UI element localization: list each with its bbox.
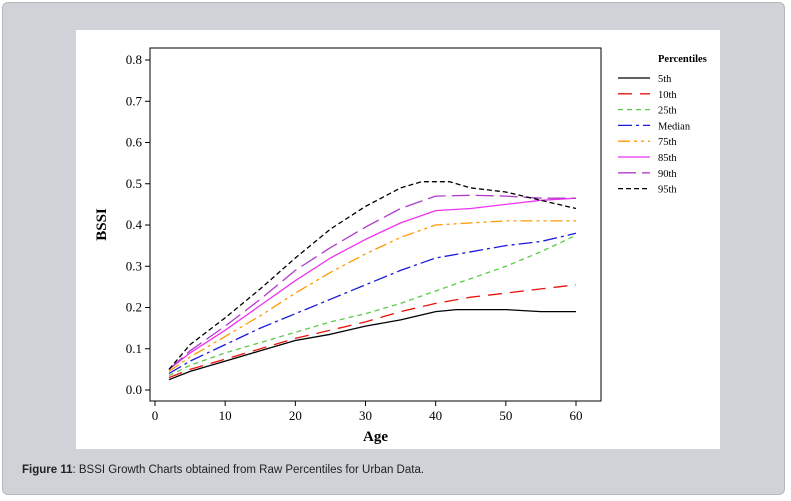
legend-label-75th: 75th: [658, 137, 677, 148]
y-axis-label: BSSI: [94, 208, 110, 241]
legend-title: Percentiles: [658, 54, 707, 65]
x-tick-label: 40: [429, 408, 442, 423]
y-tick-label: 0.6: [126, 135, 143, 150]
y-tick-label: 0.4: [126, 217, 143, 232]
x-tick-label: 60: [570, 408, 583, 423]
series-line-85th: [168, 197, 577, 370]
y-tick-label: 0.8: [126, 52, 142, 67]
legend-label-85th: 85th: [658, 153, 677, 164]
y-tick-label: 0.7: [126, 93, 143, 108]
growth-chart: 0.0 0.1 0.2 0.3 0.4 0.5 0.6 0.7 0.8 0 10 20 30 40 50 60…: [94, 47, 707, 445]
x-tick-label: 0: [152, 408, 159, 423]
series-line-25th: [168, 234, 577, 377]
series-line-75th: [168, 220, 576, 372]
legend-label-90th: 90th: [658, 169, 677, 180]
figure-frame: 0.0 0.1 0.2 0.3 0.4 0.5 0.6 0.7 0.8 0 10 20 30 40 50 60…: [2, 2, 785, 495]
y-tick-label: 0.0: [126, 382, 142, 397]
y-tick-label: 0.5: [126, 176, 142, 191]
y-tick-label: 0.3: [126, 258, 142, 273]
series-line-90th: [168, 194, 576, 370]
x-tick-label: 30: [359, 408, 372, 423]
caption-text: : BSSI Growth Charts obtained from Raw P…: [72, 464, 425, 476]
figure-caption: Figure 11: BSSI Growth Charts obtained f…: [22, 464, 424, 476]
caption-label: Figure 11: [22, 464, 73, 476]
legend: Percentiles 5th 10th 25th Median 75th 85th 90th…: [618, 54, 707, 196]
legend-label-5th: 5th: [658, 74, 672, 85]
x-tick-label: 50: [499, 408, 512, 423]
series-lines: [168, 181, 577, 381]
series-line-10th: [168, 284, 577, 379]
x-tick-label: 20: [289, 408, 302, 423]
legend-label-10th: 10th: [658, 90, 677, 101]
axes: 0.0 0.1 0.2 0.3 0.4 0.5 0.6 0.7 0.8 0 10 20 30 40 50 60…: [94, 47, 602, 445]
legend-label-median: Median: [658, 121, 691, 132]
legend-label-25th: 25th: [658, 106, 677, 117]
y-tick-label: 0.1: [126, 341, 142, 356]
chart-panel: 0.0 0.1 0.2 0.3 0.4 0.5 0.6 0.7 0.8 0 10 20 30 40 50 60…: [76, 30, 720, 449]
x-tick-label: 10: [219, 408, 232, 423]
series-line-95th: [168, 181, 577, 370]
series-line-5th: [168, 308, 576, 381]
x-axis-label: Age: [363, 429, 388, 445]
y-tick-label: 0.2: [126, 300, 142, 315]
legend-label-95th: 95th: [658, 185, 677, 196]
series-line-median: [168, 232, 577, 375]
